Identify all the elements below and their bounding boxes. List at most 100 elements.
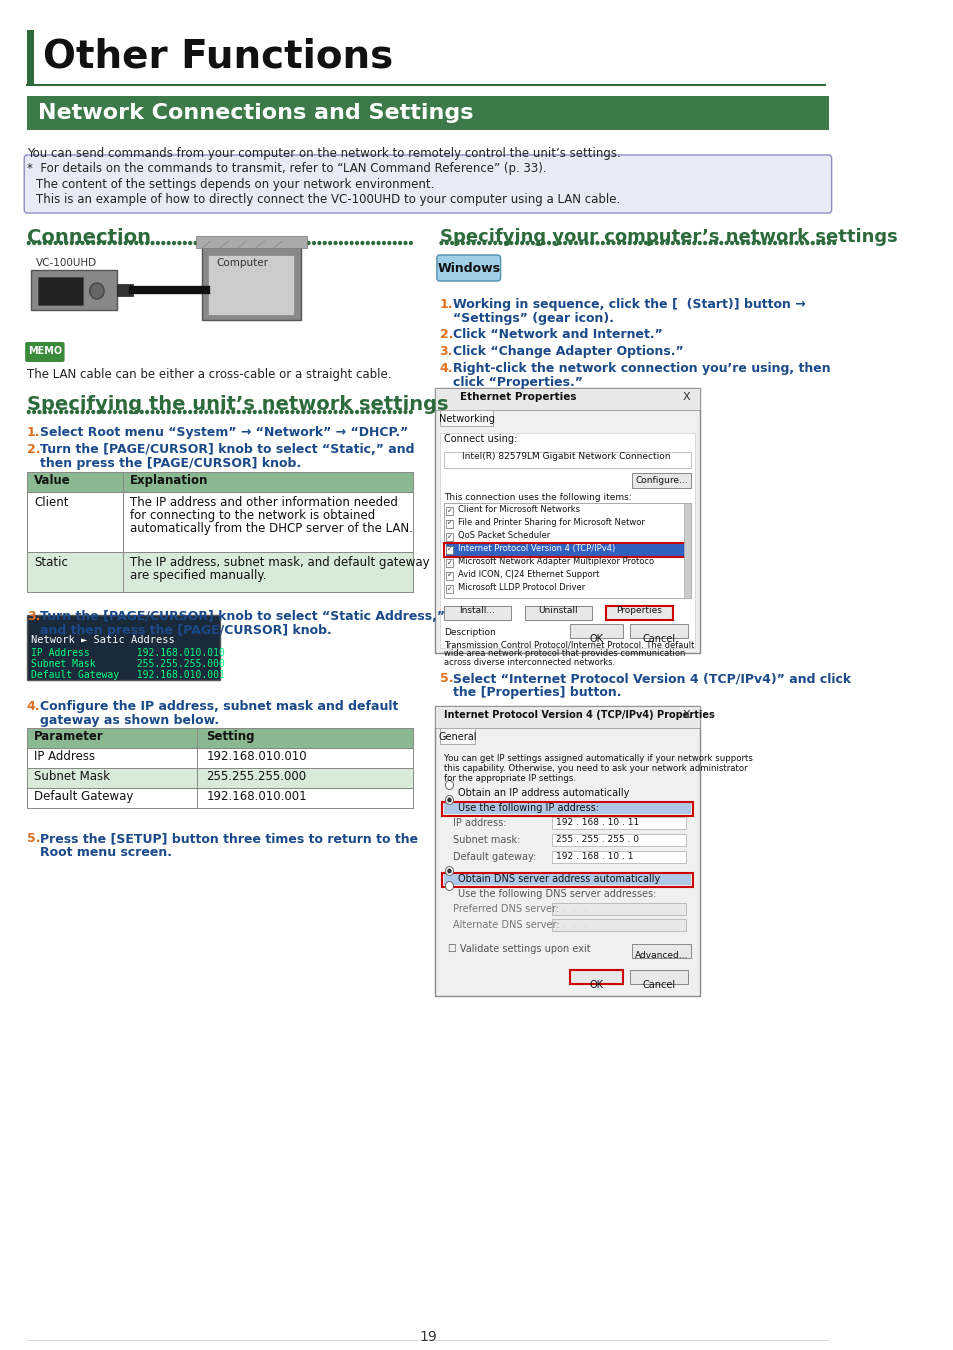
Circle shape xyxy=(329,410,331,413)
Circle shape xyxy=(515,242,517,244)
Text: Avid ICON, C|24 Ethernet Support: Avid ICON, C|24 Ethernet Support xyxy=(457,570,598,579)
Text: This is an example of how to directly connect the VC-100UHD to your computer usi: This is an example of how to directly co… xyxy=(36,193,619,207)
Bar xyxy=(27,768,413,788)
Circle shape xyxy=(687,242,690,244)
Text: Advanced...: Advanced... xyxy=(635,950,688,960)
Circle shape xyxy=(291,242,294,244)
Text: Default Gateway   192.168.010.001: Default Gateway 192.168.010.001 xyxy=(31,670,225,680)
Bar xyxy=(443,543,688,558)
Text: Networking: Networking xyxy=(438,414,494,424)
Text: Setting: Setting xyxy=(206,730,254,742)
Text: Configure...: Configure... xyxy=(635,477,688,485)
Text: across diverse interconnected networks.: across diverse interconnected networks. xyxy=(443,657,615,667)
Circle shape xyxy=(323,242,326,244)
Circle shape xyxy=(124,242,127,244)
Circle shape xyxy=(178,242,180,244)
Text: Right-click the network connection you’re using, then: Right-click the network connection you’r… xyxy=(453,362,830,375)
Text: .   .   .: . . . xyxy=(556,919,593,929)
Circle shape xyxy=(720,242,721,244)
Circle shape xyxy=(130,410,132,413)
Circle shape xyxy=(71,410,73,413)
Text: Working in sequence, click the [  (Start)] button →: Working in sequence, click the [ (Start)… xyxy=(453,298,805,311)
Text: the [Properties] button.: the [Properties] button. xyxy=(453,686,621,699)
Text: 19: 19 xyxy=(418,1330,436,1345)
Circle shape xyxy=(296,410,299,413)
Circle shape xyxy=(237,410,240,413)
Bar xyxy=(443,802,690,814)
Text: Client for Microsoft Networks: Client for Microsoft Networks xyxy=(457,505,578,514)
Circle shape xyxy=(205,242,208,244)
Circle shape xyxy=(783,242,786,244)
Circle shape xyxy=(286,242,288,244)
Circle shape xyxy=(103,242,105,244)
Text: X: X xyxy=(681,710,689,720)
Circle shape xyxy=(617,242,619,244)
Circle shape xyxy=(665,242,668,244)
Circle shape xyxy=(730,242,733,244)
Text: Preferred DNS server:: Preferred DNS server: xyxy=(453,904,558,914)
Text: 1.: 1. xyxy=(27,427,40,439)
Text: 3.: 3. xyxy=(27,610,40,622)
Circle shape xyxy=(87,242,90,244)
Circle shape xyxy=(81,410,84,413)
Text: Properties: Properties xyxy=(616,606,661,616)
Text: 255 . 255 . 255 . 0: 255 . 255 . 255 . 0 xyxy=(556,836,639,844)
Circle shape xyxy=(671,242,674,244)
Circle shape xyxy=(334,410,336,413)
Bar xyxy=(605,606,672,620)
Text: 5.: 5. xyxy=(27,832,40,845)
Text: *  For details on the commands to transmit, refer to “LAN Command Reference” (p.: * For details on the commands to transmi… xyxy=(27,162,546,176)
Circle shape xyxy=(477,242,480,244)
Circle shape xyxy=(393,242,395,244)
Text: Subnet mask:: Subnet mask: xyxy=(453,836,520,845)
Circle shape xyxy=(97,410,100,413)
Circle shape xyxy=(445,882,453,891)
Circle shape xyxy=(258,242,261,244)
Text: Click “Change Adapter Options.”: Click “Change Adapter Options.” xyxy=(453,346,683,358)
Circle shape xyxy=(569,242,571,244)
Text: Explanation: Explanation xyxy=(130,474,209,487)
Text: Select Root menu “System” → “Network” → “DHCP.”: Select Root menu “System” → “Network” → … xyxy=(40,427,408,439)
Bar xyxy=(439,433,695,648)
Circle shape xyxy=(644,242,646,244)
Circle shape xyxy=(226,242,229,244)
Circle shape xyxy=(270,410,272,413)
Circle shape xyxy=(826,242,829,244)
Circle shape xyxy=(649,242,652,244)
Circle shape xyxy=(151,410,153,413)
Text: Computer: Computer xyxy=(216,258,268,269)
Text: Other Functions: Other Functions xyxy=(43,38,393,76)
Text: Default Gateway: Default Gateway xyxy=(34,790,133,803)
Circle shape xyxy=(494,242,496,244)
Circle shape xyxy=(606,242,609,244)
Text: Use the following IP address:: Use the following IP address: xyxy=(458,803,598,813)
Circle shape xyxy=(633,242,636,244)
Text: X: X xyxy=(681,392,689,402)
Bar xyxy=(439,410,493,427)
Text: This connection uses the following items:: This connection uses the following items… xyxy=(443,493,631,502)
Circle shape xyxy=(65,410,68,413)
Circle shape xyxy=(767,242,770,244)
Circle shape xyxy=(563,242,566,244)
Circle shape xyxy=(140,242,143,244)
Bar xyxy=(683,504,690,598)
Bar xyxy=(551,919,685,931)
Text: ✓: ✓ xyxy=(446,533,452,540)
Text: are specified manually.: are specified manually. xyxy=(130,568,266,582)
Text: VC-100UHD: VC-100UHD xyxy=(36,258,97,269)
Text: General: General xyxy=(437,732,476,742)
Circle shape xyxy=(91,242,94,244)
Circle shape xyxy=(253,242,255,244)
Bar xyxy=(445,520,453,528)
Circle shape xyxy=(762,242,765,244)
Bar xyxy=(632,944,690,958)
Circle shape xyxy=(280,410,283,413)
Circle shape xyxy=(232,410,234,413)
Text: QoS Packet Scheduler: QoS Packet Scheduler xyxy=(457,531,549,540)
Circle shape xyxy=(135,410,137,413)
Circle shape xyxy=(708,242,711,244)
FancyBboxPatch shape xyxy=(436,255,500,281)
Text: click “Properties.”: click “Properties.” xyxy=(453,377,582,389)
Circle shape xyxy=(242,410,245,413)
Circle shape xyxy=(183,410,186,413)
